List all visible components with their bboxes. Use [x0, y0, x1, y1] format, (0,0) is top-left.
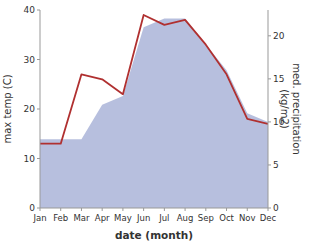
y2-tick-label: 5 — [273, 160, 279, 170]
y2-tick — [268, 78, 271, 79]
y-tick-label: 0 — [29, 203, 35, 213]
y2-tick-label: 15 — [273, 74, 284, 84]
y-tick-label: 20 — [24, 104, 36, 114]
x-tick — [60, 208, 61, 211]
y2-tick-label: 20 — [273, 31, 285, 41]
x-tick — [247, 208, 248, 211]
y2-tick — [268, 164, 271, 165]
x-tick-label: Mar — [73, 213, 90, 223]
x-tick — [143, 208, 144, 211]
y-tick-label: 30 — [24, 55, 36, 65]
x-tick-label: Jan — [32, 213, 46, 223]
x-axis-line — [40, 208, 268, 209]
x-tick-label: Sep — [198, 213, 214, 223]
x-tick-label: Oct — [219, 213, 234, 223]
plot-area — [40, 15, 268, 208]
temperature-line — [40, 15, 268, 144]
x-tick-label: Jul — [158, 213, 169, 223]
x-tick — [205, 208, 206, 211]
x-tick — [81, 208, 82, 211]
y-tick-label: 40 — [24, 5, 36, 15]
y2-axis-line — [268, 10, 269, 208]
x-tick-label: Aug — [177, 213, 194, 223]
y-tick — [37, 158, 40, 159]
y-tick-label: 10 — [24, 154, 36, 164]
y-axis-label: max temp (C) — [2, 74, 13, 143]
y2-axis-label-line: med. precipitation — [291, 63, 302, 155]
page: {"chart_data": {"type": "line", "xlabel"… — [0, 0, 318, 247]
x-tick — [164, 208, 165, 211]
x-axis-label: date (month) — [115, 229, 193, 241]
x-tick-label: Feb — [53, 213, 68, 223]
y-tick — [37, 10, 40, 11]
y2-axis-label-line: (kg/m2) — [279, 89, 290, 129]
y-tick — [37, 59, 40, 60]
x-tick-label: Nov — [239, 213, 256, 223]
x-tick-label: Apr — [95, 213, 110, 223]
x-tick-label: Dec — [260, 213, 277, 223]
y2-tick-label: 0 — [273, 203, 279, 213]
x-tick — [102, 208, 103, 211]
chart: 01020304005101520JanFebMarAprMayJunJulAu… — [0, 0, 318, 247]
precipitation-area — [40, 19, 268, 208]
x-tick — [226, 208, 227, 211]
x-tick — [40, 208, 41, 211]
x-tick — [122, 208, 123, 211]
y2-tick — [268, 35, 271, 36]
y2-axis-label: med. precipitation(kg/m2) — [279, 63, 302, 155]
x-tick-label: May — [114, 213, 132, 223]
y-tick — [37, 109, 40, 110]
x-tick — [185, 208, 186, 211]
x-tick — [268, 208, 269, 211]
y2-tick — [268, 121, 271, 122]
x-tick-label: Jun — [136, 213, 150, 223]
